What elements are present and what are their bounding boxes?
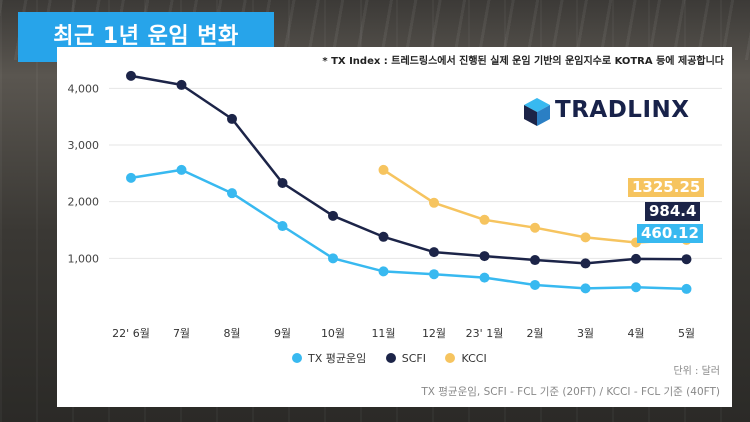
x-tick-label: 9월	[274, 327, 291, 340]
legend-item-kcci: KCCI	[445, 352, 487, 365]
tx-latest-value: 460.12	[637, 224, 703, 243]
data-point	[126, 172, 136, 183]
footnote: TX 평균운임, SCFI - FCL 기준 (20FT) / KCCI - F…	[421, 386, 720, 398]
x-tick-label: 8월	[223, 327, 240, 340]
data-point	[378, 266, 389, 277]
data-point	[580, 283, 591, 294]
data-point	[479, 251, 490, 262]
tradlinx-logo: TRADLINX	[523, 95, 708, 129]
data-point	[530, 255, 540, 266]
logo-cube-icon	[524, 98, 550, 126]
y-tick-label: 1,000	[68, 252, 100, 265]
data-point	[580, 258, 591, 269]
index-note: * TX Index : 트레드링스에서 진행된 실제 운임 기반의 운임지수로…	[322, 56, 724, 67]
data-point	[631, 282, 641, 293]
data-point	[479, 214, 490, 225]
data-point	[681, 283, 692, 294]
line-chart: 1,000 2,000 3,000 4,000 22' 6월 7월 8월 9월 10월 11월 12…	[68, 70, 722, 340]
x-tick-label: 11월	[371, 327, 395, 340]
y-tick-label: 3,000	[68, 139, 100, 152]
data-point	[479, 272, 490, 283]
logo-text: TRADLINX	[555, 97, 690, 123]
series-line-1	[130, 74, 687, 265]
data-point	[429, 197, 439, 208]
data-point	[328, 210, 338, 221]
kcci-latest-value: 1325.25	[628, 178, 705, 197]
legend-item-tx: TX 평균운임	[292, 350, 366, 366]
chart-panel: * TX Index : 트레드링스에서 진행된 실제 운임 기반의 운임지수로…	[57, 47, 732, 407]
data-point	[530, 222, 540, 233]
data-point	[176, 79, 187, 90]
x-tick-label: 5월	[678, 327, 695, 340]
data-point	[126, 70, 136, 81]
scfi-latest-value: 984.4	[645, 202, 701, 221]
x-tick-label: 2월	[526, 327, 543, 340]
unit-label: 단위 : 달러	[673, 366, 720, 377]
x-tick-label: 12월	[422, 327, 446, 340]
data-point	[227, 113, 237, 124]
y-tick-label: 4,000	[68, 82, 100, 95]
data-point	[277, 177, 288, 188]
data-point	[429, 247, 439, 258]
x-tick-label: 3월	[577, 327, 594, 340]
x-tick-label: 22' 6월	[112, 327, 150, 340]
x-tick-label: 10월	[321, 327, 345, 340]
data-point	[580, 232, 591, 243]
data-point	[176, 164, 187, 175]
data-point	[378, 164, 389, 175]
data-point	[429, 269, 439, 280]
data-point	[681, 254, 692, 265]
data-point	[227, 188, 237, 199]
data-point	[631, 253, 641, 264]
x-tick-label: 23' 1월	[466, 327, 504, 340]
series-line-0	[130, 168, 687, 291]
data-point	[530, 279, 540, 290]
data-point	[277, 221, 288, 232]
legend-item-scfi: SCFI	[385, 352, 426, 365]
chart-legend: TX 평균운임 SCFI KCCI	[292, 350, 503, 366]
y-tick-label: 2,000	[68, 196, 100, 209]
x-tick-label: 4월	[627, 327, 644, 340]
x-tick-label: 7월	[173, 327, 190, 340]
data-point	[328, 253, 338, 264]
data-point	[378, 231, 389, 242]
